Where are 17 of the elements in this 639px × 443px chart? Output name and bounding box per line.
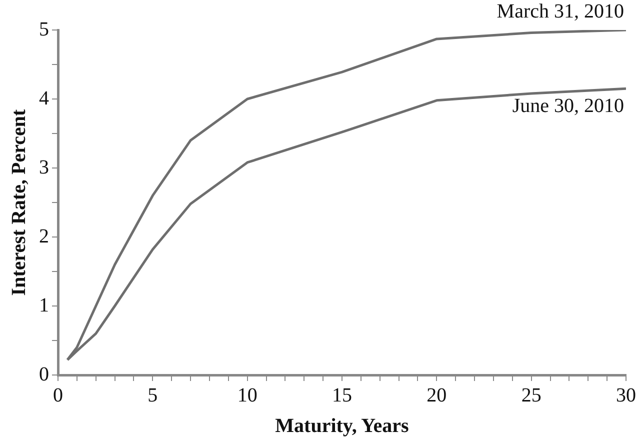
x-tick-label: 25 [521,384,542,406]
y-tick-label: 4 [39,87,49,110]
x-tick-label: 15 [332,384,352,406]
y-axis-title: Interest Rate, Percent [8,108,30,296]
x-tick-label: 5 [148,384,158,406]
x-tick-label: 30 [616,384,636,406]
x-axis-title: Maturity, Years [275,415,410,438]
y-tick-label: 5 [39,18,49,40]
series-label: June 30, 2010 [512,94,624,117]
series-label: March 31, 2010 [496,0,624,22]
y-tick-label: 0 [39,363,49,386]
x-tick-label: 20 [426,384,447,406]
y-tick-label: 1 [39,294,49,316]
x-tick-label: 10 [237,384,258,406]
y-tick-label: 2 [39,225,49,248]
y-tick-label: 3 [39,156,49,178]
x-tick-label: 0 [53,384,63,406]
